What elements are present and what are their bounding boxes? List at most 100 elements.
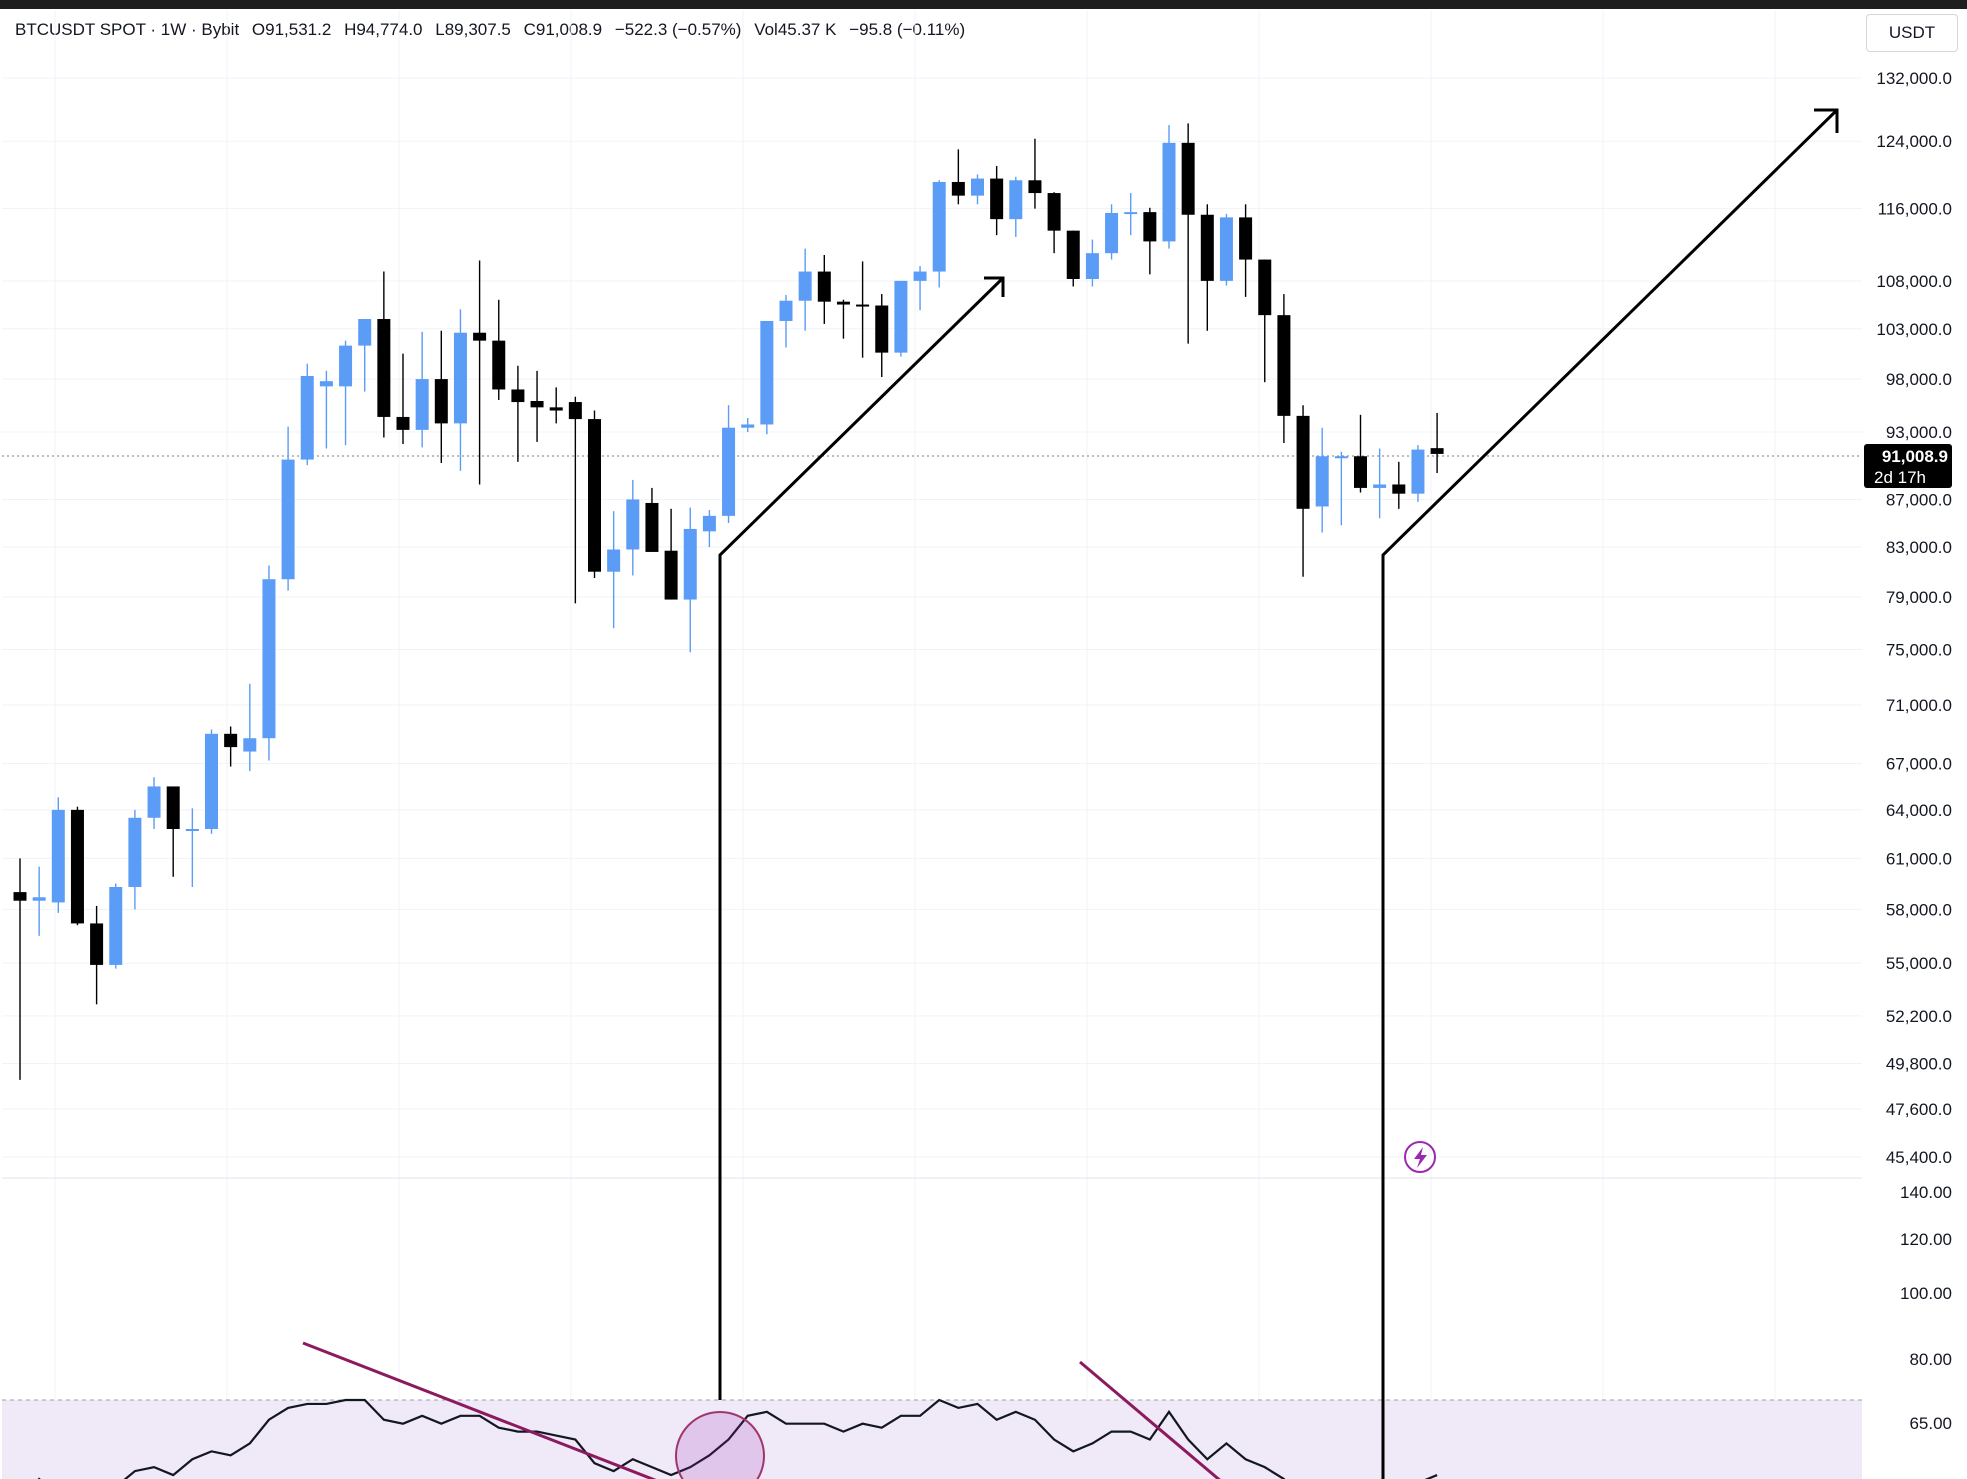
candle[interactable] [1105,204,1119,260]
candle[interactable] [319,370,333,449]
candle[interactable] [549,387,563,424]
candle[interactable] [1085,239,1099,287]
candle[interactable] [32,866,46,936]
candle[interactable] [932,180,946,288]
candle[interactable] [224,726,238,767]
rsi-axis-tick: 120.00 [1900,1230,1952,1249]
candle[interactable] [1296,405,1310,577]
candle[interactable] [281,426,295,591]
candle[interactable] [473,260,487,485]
rsi-trendline-right[interactable] [1079,1360,1222,1479]
candle[interactable] [511,365,525,462]
rsi-circle-marker[interactable] [675,1411,765,1479]
lightning-icon[interactable] [1404,1141,1436,1173]
candle[interactable] [722,405,736,523]
candle[interactable] [339,340,353,446]
candle[interactable] [1258,259,1272,383]
candle[interactable] [588,410,601,578]
candle[interactable] [205,729,218,834]
rsi-trendline-left[interactable] [302,1341,660,1479]
arrow-2-line[interactable] [1381,108,1839,1479]
candle[interactable] [13,858,27,1080]
candle[interactable] [645,487,659,552]
candle[interactable] [971,174,984,205]
candle[interactable] [626,479,640,576]
candle[interactable] [415,331,429,448]
candle[interactable] [70,806,84,926]
candle[interactable] [1430,412,1444,474]
candle[interactable] [1066,230,1080,287]
candle-body [798,271,812,301]
candle[interactable] [453,309,467,471]
candle[interactable] [875,294,889,378]
candle[interactable] [1411,445,1425,502]
candle[interactable] [1277,294,1291,443]
candle[interactable] [817,254,831,324]
candle[interactable] [1219,213,1233,286]
candle[interactable] [664,508,678,600]
candle[interactable] [1162,125,1176,249]
candle[interactable] [377,271,391,438]
candle[interactable] [741,418,755,433]
candle-body [1373,484,1387,488]
arrow-1-line[interactable] [718,276,1005,1400]
candle-body [300,376,314,460]
candle[interactable] [166,786,180,877]
candle[interactable] [396,353,410,445]
candle[interactable] [683,507,697,653]
candle[interactable] [109,883,123,969]
price-axis-tick: 108,000.0 [1876,272,1952,291]
candle[interactable] [147,777,161,829]
candle[interactable] [702,509,716,548]
candle[interactable] [836,299,850,339]
currency-button[interactable]: USDT [1866,14,1958,52]
candle[interactable] [1028,138,1042,209]
candle[interactable] [1124,193,1138,236]
candle[interactable] [894,280,908,357]
candle[interactable] [760,320,774,435]
candle[interactable] [856,261,870,358]
candle[interactable] [607,511,621,629]
current-price-label: 91,008.9 2d 17h [1864,444,1952,488]
candle[interactable] [990,165,1004,236]
candle-body [185,828,199,831]
candle[interactable] [90,905,104,1005]
candle[interactable] [1143,207,1157,275]
candle[interactable] [185,808,199,887]
candle-body [415,379,429,430]
candle-body [549,407,563,411]
candle[interactable] [243,683,257,772]
price-axis[interactable]: 132,000.0 124,000.0 116,000.0 108,000.0 103,… [1876,69,1952,1433]
candle[interactable] [1181,123,1195,344]
candle[interactable] [262,565,276,761]
candle[interactable] [798,248,812,331]
candle[interactable] [1009,176,1023,237]
candle[interactable] [1373,448,1387,519]
volume-value: Vol45.37 K [754,20,837,39]
candle[interactable] [1315,427,1329,533]
candle[interactable] [358,319,372,392]
candle[interactable] [128,809,142,910]
candle[interactable] [1392,461,1406,509]
rsi-band [2,1400,1862,1479]
candle[interactable] [1047,192,1061,254]
candle[interactable] [779,295,793,348]
rsi-axis-tick: 100.00 [1900,1284,1952,1303]
candle[interactable] [913,266,927,311]
candle[interactable] [1200,204,1214,331]
candle[interactable] [1354,414,1367,493]
candle[interactable] [1334,451,1348,526]
candle[interactable] [300,363,314,466]
symbol-name[interactable]: BTCUSDT SPOT · 1W · Bybit [15,20,240,39]
candle[interactable] [51,797,65,913]
candle[interactable] [434,330,448,463]
candle[interactable] [951,149,965,205]
candle-body [588,419,601,572]
candle-body [1315,456,1329,507]
candle[interactable] [492,299,506,400]
candle-body [319,381,333,387]
candle[interactable] [530,370,544,442]
candle[interactable] [568,396,582,604]
candle[interactable] [1239,204,1253,297]
